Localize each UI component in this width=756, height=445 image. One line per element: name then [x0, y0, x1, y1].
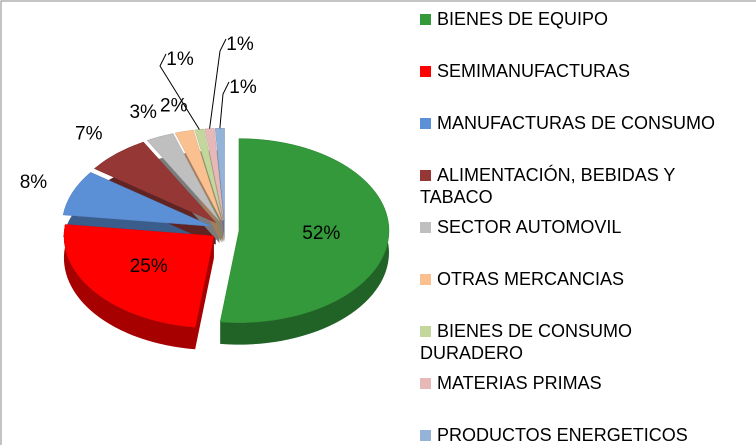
legend-label: SEMIMANUFACTURAS [437, 61, 631, 81]
legend-item: SEMIMANUFACTURAS [420, 60, 720, 82]
legend-item: MATERIAS PRIMAS [420, 372, 720, 394]
leader-line [219, 81, 230, 129]
legend-swatch [420, 274, 431, 285]
legend-item: BIENES DE EQUIPO [420, 8, 720, 30]
data-label: 2% [160, 95, 188, 116]
legend-swatch [420, 170, 431, 181]
legend-item: SECTOR AUTOMOVIL [420, 216, 720, 238]
slice [63, 224, 215, 328]
data-label: 3% [129, 102, 157, 123]
legend-label: BIENES DE CONSUMO DURADERO [420, 321, 633, 363]
slice-side [63, 224, 214, 350]
legend-label: PRODUCTOS ENERGETICOS [437, 425, 688, 445]
legend-swatch [420, 222, 431, 233]
legend-swatch [420, 430, 431, 441]
legend-swatch [420, 66, 431, 77]
data-label: 1% [229, 77, 257, 98]
leader-line [209, 38, 227, 129]
data-label: 7% [75, 123, 103, 144]
slice [204, 128, 224, 221]
legend-item: BIENES DE CONSUMO DURADERO [420, 320, 720, 364]
legend-swatch [420, 378, 431, 389]
data-label: 25% [130, 256, 168, 277]
legend-item: OTRAS MERCANCIAS [420, 268, 720, 290]
legend-label: MANUFACTURAS DE CONSUMO [437, 113, 716, 133]
legend-item: PRODUCTOS ENERGETICOS [420, 424, 720, 445]
slice [146, 133, 220, 222]
legend-label: ALIMENTACIÓN, BEBIDAS Y TABACO [420, 165, 676, 207]
data-label: 52% [302, 223, 340, 244]
data-label: 1% [226, 34, 254, 55]
legend-label: OTRAS MERCANCIAS [437, 269, 625, 289]
data-label: 1% [166, 49, 194, 70]
legend-swatch [420, 118, 431, 129]
legend-label: MATERIAS PRIMAS [437, 373, 602, 393]
slice [93, 141, 216, 223]
legend-label: SECTOR AUTOMOVIL [437, 217, 622, 237]
data-label: 8% [20, 172, 48, 193]
slice [62, 172, 213, 227]
legend-swatch [420, 14, 431, 25]
legend-item: MANUFACTURAS DE CONSUMO [420, 112, 720, 134]
slice [219, 138, 390, 323]
legend-label: BIENES DE EQUIPO [437, 9, 609, 29]
legend-item: ALIMENTACIÓN, BEBIDAS Y TABACO [420, 164, 720, 208]
leader-line [159, 53, 200, 130]
legend-swatch [420, 326, 431, 337]
slice [174, 129, 222, 221]
slice-side [220, 138, 389, 345]
